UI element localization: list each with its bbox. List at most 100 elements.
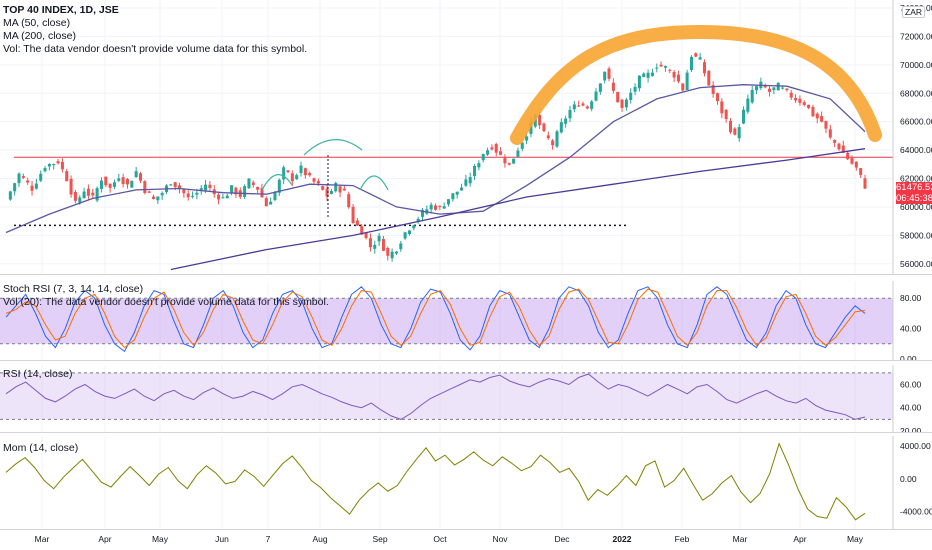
rsi-chart[interactable]: 20.00 40.00 60.00: [0, 365, 932, 433]
candle-body: [451, 193, 455, 200]
candle-body: [277, 179, 281, 193]
candle-body: [833, 139, 837, 143]
candle-body: [477, 163, 481, 168]
rsi-pane[interactable]: 20.00 40.00 60.00 RSI (14, close): [0, 365, 932, 433]
oscillator-tick-label: -4000.00: [900, 507, 932, 517]
candle-body: [321, 186, 325, 190]
candle-body: [824, 120, 828, 129]
candle-body: [798, 98, 802, 103]
momentum-title[interactable]: Mom (14, close): [3, 442, 79, 454]
candle-body: [82, 191, 86, 199]
candle-body: [655, 67, 659, 69]
oscillator-tick-label: 80.00: [900, 293, 922, 303]
time-axis[interactable]: Mar Apr May Jun 7 Aug Sep Oct Nov Dec 2022 Feb Mar Ap…: [0, 530, 932, 550]
stoch-rsi-pane[interactable]: 0.00 40.00 80.00 Stoch RSI (7, 3, 14, 14, …: [0, 281, 932, 361]
candle-body: [590, 101, 594, 109]
candle-body: [117, 178, 121, 181]
candle-body: [325, 188, 329, 197]
candle-body: [290, 173, 294, 182]
candle-body: [299, 165, 303, 174]
candle-body: [794, 98, 798, 101]
candle-body: [755, 86, 759, 91]
time-tick-label: Mar: [733, 534, 748, 544]
candle-body: [828, 129, 832, 138]
momentum-line: [5, 442, 866, 521]
candle-body: [460, 187, 464, 191]
candle-body: [490, 147, 494, 150]
candle-body: [568, 109, 572, 119]
candle-body: [390, 251, 394, 259]
price-pane[interactable]: 56000.00 58000.00 60000.00 62000.00 64000.00…: [0, 0, 932, 275]
ma50-label[interactable]: MA (50, close): [3, 17, 71, 29]
candle-body: [629, 92, 633, 101]
candle-body: [182, 188, 186, 194]
candle-body: [91, 192, 95, 196]
momentum-pane[interactable]: 4000.00 0.00 -4000.00 Mom (14, close): [0, 436, 932, 530]
candle-body: [416, 218, 420, 222]
candle-body: [728, 120, 733, 133]
time-tick-label: May: [847, 534, 864, 544]
volume-note: Vol: The data vendor doesn't provide vol…: [3, 43, 308, 55]
candle-body: [60, 161, 64, 170]
last-price: 61476.53: [896, 182, 932, 193]
candle-body: [503, 157, 507, 164]
symbol-title[interactable]: TOP 40 INDEX, 1D, JSE: [3, 4, 119, 16]
candle-body: [420, 209, 425, 217]
candle-body: [355, 220, 359, 226]
price-chart[interactable]: 56000.00 58000.00 60000.00 62000.00 64000.00…: [0, 0, 932, 275]
rsi-title[interactable]: RSI (14, close): [3, 368, 73, 380]
price-tick-label: 66000.00: [900, 117, 932, 127]
time-tick-label: Mar: [35, 534, 50, 544]
oscillator-tick-label: 0.00: [900, 474, 917, 484]
candle-body: [742, 109, 746, 124]
momentum-chart[interactable]: 4000.00 0.00 -4000.00: [0, 436, 932, 530]
candle-body: [43, 168, 47, 172]
stoch-rsi-chart[interactable]: 0.00 40.00 80.00: [0, 281, 932, 361]
candle-body: [56, 161, 60, 164]
candle-body: [620, 99, 624, 108]
stoch-rsi-title[interactable]: Stoch RSI (7, 3, 14, 14, close): [3, 283, 144, 295]
candle-body: [394, 251, 398, 254]
rounded-top-arc: [510, 24, 882, 145]
candle-body: [633, 86, 637, 92]
candle-body: [143, 181, 147, 193]
candle-body: [52, 163, 56, 165]
candle-body: [99, 180, 103, 189]
candle-body: [772, 87, 776, 91]
candle-body: [225, 195, 229, 199]
candle-body: [26, 180, 30, 183]
candle-body: [364, 232, 368, 239]
candle-body: [763, 85, 767, 88]
candle-body: [360, 226, 364, 235]
time-tick-label: Sep: [372, 534, 387, 544]
candle-body: [455, 191, 459, 195]
candle-body: [559, 122, 563, 133]
candle-body: [78, 197, 82, 203]
candle-body: [21, 176, 25, 178]
ma200-label[interactable]: MA (200, close): [3, 30, 76, 42]
time-tick-label: Dec: [554, 534, 570, 544]
candle-body: [399, 243, 403, 250]
candle-body: [138, 173, 143, 181]
volume-20-note: Vol (20): The data vendor doesn't provid…: [3, 296, 329, 308]
price-tick-label: 72000.00: [900, 31, 932, 41]
time-tick-label: Aug: [312, 534, 327, 544]
candle-body: [468, 177, 472, 184]
currency-badge[interactable]: ZAR: [902, 6, 925, 18]
candle-body: [850, 157, 854, 164]
candle-body: [611, 82, 615, 91]
candle-body: [95, 188, 99, 201]
candle-body: [746, 98, 750, 112]
candle-body: [694, 53, 698, 57]
time-tick-label: May: [152, 534, 169, 544]
candle-body: [594, 91, 598, 101]
candle-body: [486, 150, 490, 155]
oscillator-tick-label: 0.00: [900, 354, 917, 361]
candle-body: [195, 192, 199, 195]
time-tick-label: Nov: [492, 534, 508, 544]
candle-body: [134, 171, 138, 178]
pattern-arc: [261, 174, 293, 191]
candle-body: [802, 102, 806, 106]
candle-body: [156, 196, 160, 201]
candle-body: [720, 101, 724, 114]
